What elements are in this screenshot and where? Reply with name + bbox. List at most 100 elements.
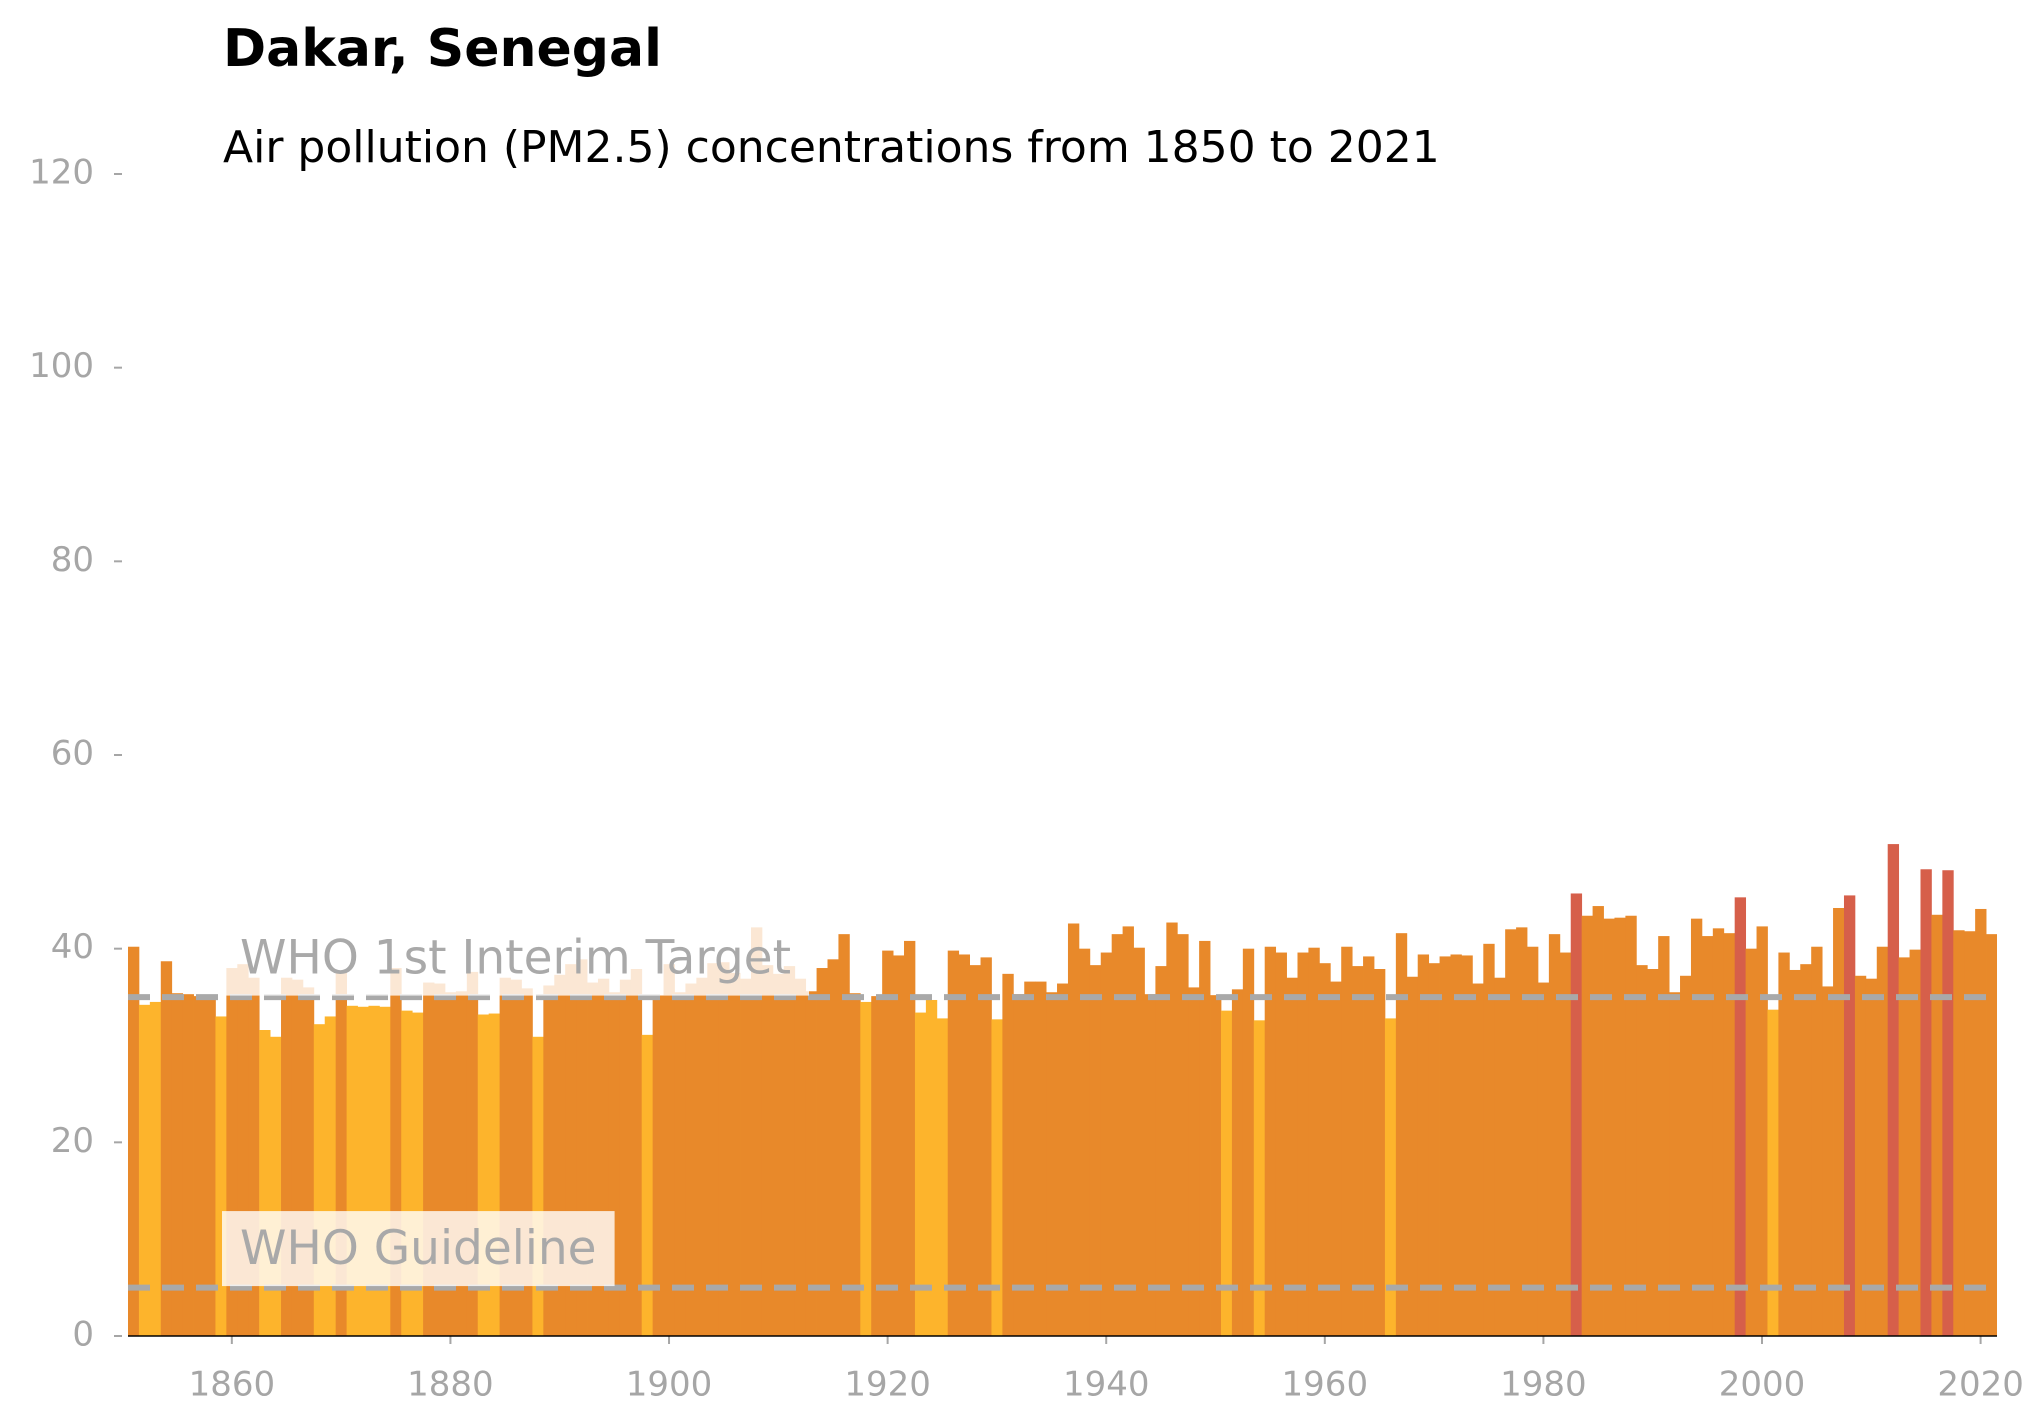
bar xyxy=(423,982,435,1336)
bar xyxy=(1111,934,1124,1336)
x-tick-label: 1940 xyxy=(1063,1365,1150,1405)
y-tick-label: 20 xyxy=(51,1121,94,1161)
bar xyxy=(565,964,577,1336)
bar xyxy=(1887,844,1900,1336)
y-tick-label: 0 xyxy=(72,1315,94,1355)
bar xyxy=(1701,936,1714,1336)
bar xyxy=(1439,956,1451,1336)
bar xyxy=(827,959,839,1336)
bar xyxy=(969,965,981,1336)
bar xyxy=(1384,1018,1397,1336)
bar xyxy=(1494,977,1506,1336)
bar xyxy=(1570,893,1583,1336)
bar xyxy=(128,966,129,1336)
bar xyxy=(160,961,173,1336)
bar xyxy=(434,983,446,1336)
bar xyxy=(357,1006,369,1336)
bar xyxy=(1734,897,1747,1336)
bar xyxy=(729,972,741,1336)
bar xyxy=(554,974,566,1336)
bar xyxy=(914,1012,927,1336)
bar xyxy=(1242,948,1255,1336)
bar xyxy=(1581,915,1593,1336)
bar xyxy=(1264,946,1277,1336)
bar xyxy=(346,1005,358,1336)
bar xyxy=(576,959,588,1336)
bar xyxy=(860,1001,872,1336)
x-tick-label: 1980 xyxy=(1500,1365,1587,1405)
bar xyxy=(1461,955,1473,1336)
reference-label-box xyxy=(222,1211,615,1287)
bar xyxy=(816,968,828,1336)
bar xyxy=(412,1012,424,1336)
bar xyxy=(1100,952,1113,1336)
bar xyxy=(893,955,905,1336)
bar xyxy=(182,994,194,1336)
reference-label-box xyxy=(222,920,810,996)
bar xyxy=(313,1024,326,1336)
bar xyxy=(1876,946,1889,1336)
bar xyxy=(1057,983,1069,1336)
bar xyxy=(444,992,457,1336)
bar xyxy=(270,1036,282,1336)
bar xyxy=(138,1004,151,1336)
bar xyxy=(193,996,205,1336)
bar xyxy=(1964,931,1976,1336)
bar xyxy=(1931,914,1943,1336)
bar xyxy=(707,963,719,1336)
bar xyxy=(204,995,216,1336)
bar xyxy=(1636,965,1648,1336)
bar xyxy=(882,950,894,1336)
bar xyxy=(302,987,315,1336)
bar xyxy=(958,954,970,1336)
bar xyxy=(1669,992,1681,1336)
bar xyxy=(401,1010,413,1336)
bar xyxy=(477,1014,490,1336)
bar xyxy=(1745,948,1757,1336)
bar xyxy=(1133,947,1145,1336)
bar xyxy=(1778,952,1790,1336)
bar xyxy=(1909,949,1921,1336)
bar xyxy=(1690,918,1703,1336)
bar xyxy=(1625,915,1637,1336)
bar xyxy=(1220,1010,1233,1336)
bar xyxy=(1756,926,1768,1336)
bar xyxy=(1920,869,1932,1336)
bar xyxy=(455,991,468,1336)
bar xyxy=(1505,929,1517,1336)
bar xyxy=(849,993,861,1336)
chart-title: Dakar, Senegal xyxy=(223,19,662,79)
bar xyxy=(1253,1020,1266,1336)
bar xyxy=(696,977,708,1336)
bar xyxy=(925,999,938,1336)
bar xyxy=(1559,952,1572,1336)
bar xyxy=(619,979,632,1336)
bar xyxy=(1614,917,1626,1336)
bars xyxy=(128,844,1997,1336)
bar xyxy=(259,1030,271,1336)
bar xyxy=(128,946,140,1336)
bar xyxy=(1122,926,1134,1336)
bar xyxy=(1417,954,1430,1336)
bar xyxy=(488,1013,501,1336)
y-tick-label: 40 xyxy=(51,927,94,967)
bar xyxy=(1297,952,1309,1336)
bar xyxy=(1177,934,1189,1336)
bar xyxy=(521,988,533,1336)
bar xyxy=(1603,918,1615,1336)
bar xyxy=(1374,969,1386,1336)
bar xyxy=(1002,973,1014,1336)
bar xyxy=(1975,908,1987,1336)
x-tick-label: 1900 xyxy=(626,1365,713,1405)
bar xyxy=(641,1034,654,1336)
bar xyxy=(1833,907,1845,1336)
bar xyxy=(215,1016,227,1336)
x-tick-label: 1860 xyxy=(189,1365,276,1405)
bar xyxy=(1024,981,1036,1336)
bar xyxy=(499,977,511,1336)
bar xyxy=(685,983,697,1336)
bar xyxy=(1767,1009,1779,1336)
bar xyxy=(1144,994,1156,1336)
x-tick-label: 2020 xyxy=(1937,1365,2024,1405)
